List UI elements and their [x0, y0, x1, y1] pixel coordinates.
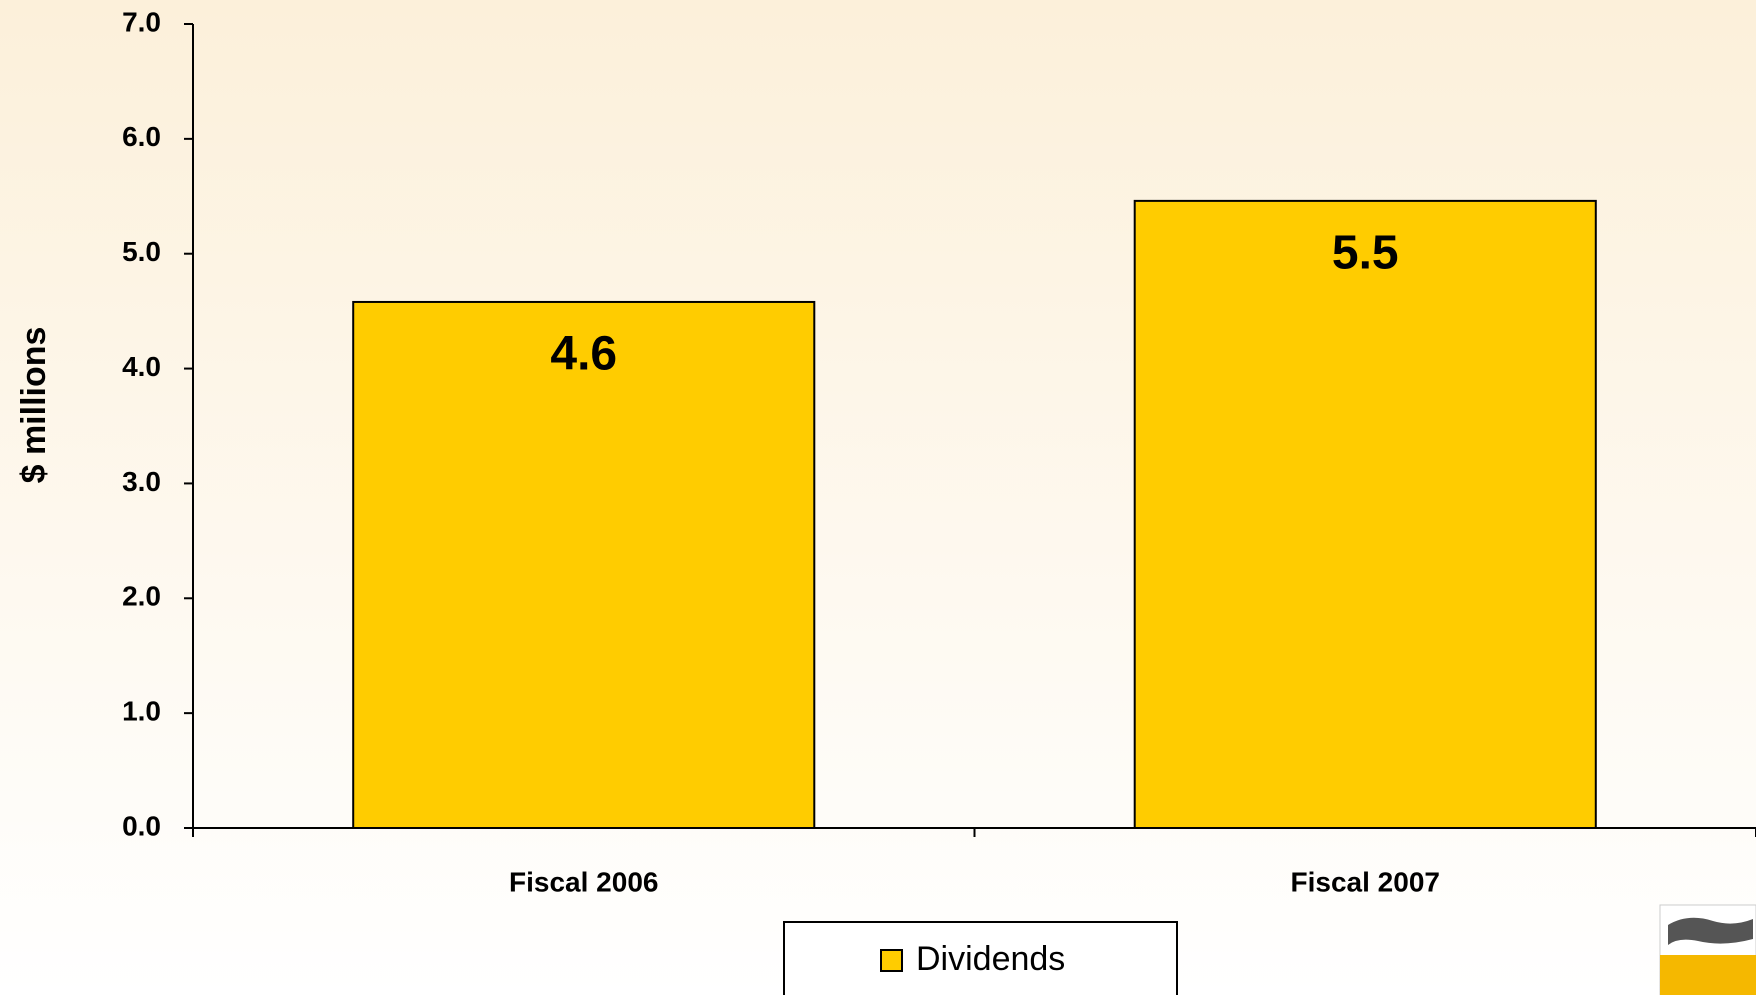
y-tick-label: 7.0	[122, 6, 161, 37]
y-tick-label: 6.0	[122, 121, 161, 152]
y-tick-label: 5.0	[122, 236, 161, 267]
bar	[1133, 199, 1597, 829]
logo-band	[1660, 955, 1756, 995]
bar	[352, 300, 816, 829]
x-tick-label: Fiscal 2007	[1291, 866, 1440, 897]
y-tick-label: 3.0	[122, 466, 161, 497]
x-tick-label: Fiscal 2006	[509, 866, 658, 897]
y-tick-label: 1.0	[122, 696, 161, 727]
y-tick-label: 4.0	[122, 351, 161, 382]
y-axis-label: $ millions	[15, 327, 53, 484]
logo	[1659, 904, 1756, 995]
legend-label: Dividends	[916, 940, 1065, 978]
logo-tiger	[1668, 917, 1753, 945]
legend-swatch	[880, 949, 903, 972]
data-label: 5.5	[1332, 227, 1399, 280]
data-label: 4.6	[550, 328, 617, 381]
legend-box	[783, 921, 1178, 995]
y-tick-label: 0.0	[122, 810, 161, 841]
y-tick-label: 2.0	[122, 581, 161, 612]
